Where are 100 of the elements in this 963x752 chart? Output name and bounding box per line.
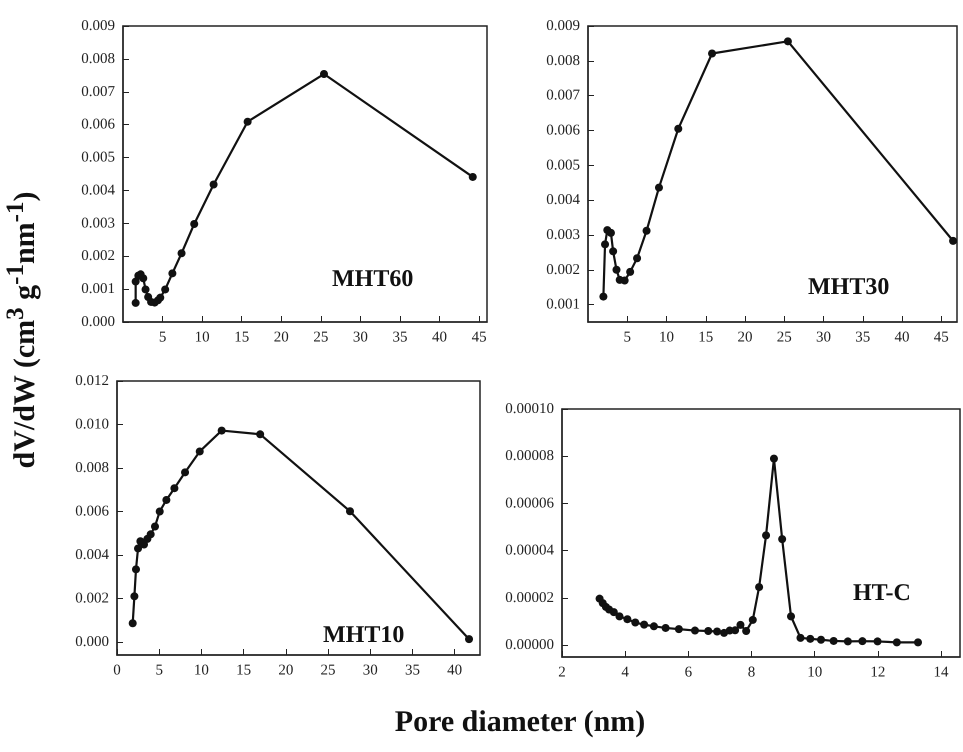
y-tick-label: 0.004 xyxy=(546,192,580,208)
point xyxy=(770,454,778,463)
point xyxy=(465,635,474,644)
text: MHT30 xyxy=(808,274,890,300)
point xyxy=(609,247,618,256)
x-tick-label: 40 xyxy=(432,330,448,346)
y-tick-label: 0.006 xyxy=(81,116,116,133)
point xyxy=(150,522,159,530)
point xyxy=(196,447,204,456)
point xyxy=(844,637,852,646)
y-tick-label: 0.008 xyxy=(81,50,115,67)
point xyxy=(662,624,670,632)
point xyxy=(132,278,140,286)
x-tick-label: 14 xyxy=(934,664,950,680)
point xyxy=(755,583,764,592)
y-tick-label: 0.004 xyxy=(75,546,110,563)
point xyxy=(346,507,354,516)
point xyxy=(139,274,148,282)
point xyxy=(601,240,610,248)
point xyxy=(168,269,176,278)
point xyxy=(784,37,792,46)
point xyxy=(612,266,620,274)
x-tick-label: 0 xyxy=(113,662,121,678)
point xyxy=(620,276,629,285)
text: HT-C xyxy=(853,580,911,606)
point xyxy=(762,531,770,540)
point xyxy=(244,118,252,126)
point xyxy=(178,249,186,258)
x-tick-label: 25 xyxy=(313,330,328,346)
point xyxy=(778,535,786,544)
point xyxy=(615,612,624,620)
point xyxy=(599,292,608,301)
x-tick-label: 40 xyxy=(447,662,462,678)
y-tick-label: 0.003 xyxy=(81,215,115,232)
x-tick-label: 15 xyxy=(234,330,250,346)
y-tick-label: 0.001 xyxy=(81,281,115,298)
point xyxy=(140,540,148,549)
y-tick-label: 0.004 xyxy=(81,182,116,198)
point xyxy=(130,592,138,600)
point xyxy=(713,627,722,636)
x-tick-label: 5 xyxy=(624,330,632,346)
point xyxy=(708,50,716,58)
point xyxy=(623,615,632,624)
y-tick-label: 0.00008 xyxy=(505,448,554,464)
y-tick-label: 0.006 xyxy=(75,503,110,520)
point xyxy=(162,496,170,504)
point xyxy=(736,620,744,629)
x-tick-label: 25 xyxy=(776,330,792,346)
point xyxy=(156,294,164,302)
point xyxy=(742,627,750,636)
point xyxy=(914,638,922,646)
y-tick-label: 0.005 xyxy=(546,157,580,174)
y-tick-label: 0.001 xyxy=(546,296,580,313)
point xyxy=(218,426,226,435)
point xyxy=(817,636,826,644)
x-tick-label: 10 xyxy=(194,662,209,678)
point xyxy=(796,634,804,642)
point xyxy=(181,468,190,476)
point xyxy=(190,220,198,228)
point xyxy=(858,637,866,646)
point xyxy=(642,226,651,235)
x-tick-label: 2 xyxy=(558,664,566,680)
point xyxy=(256,430,264,438)
point xyxy=(128,619,137,628)
point xyxy=(690,626,699,635)
x-tick-label: 20 xyxy=(278,662,294,678)
point xyxy=(161,285,170,294)
y-tick-label: 0.003 xyxy=(546,226,580,243)
x-axis-title: Pore diameter (nm) xyxy=(394,705,646,739)
x-tick-label: 15 xyxy=(236,662,252,678)
y-tick-label: 0.00002 xyxy=(505,590,554,606)
x-tick-label: 8 xyxy=(748,664,756,680)
x-tick-label: 45 xyxy=(472,330,487,346)
point xyxy=(748,616,757,624)
x-tick-label: 5 xyxy=(158,330,166,346)
text: MHT60 xyxy=(332,266,414,292)
y-tick-label: 0.00010 xyxy=(505,401,554,417)
y-tick-label: 0.007 xyxy=(546,88,580,104)
x-tick-label: 30 xyxy=(816,330,832,346)
y-tick-label: 0.010 xyxy=(75,416,109,432)
x-tick-label: 30 xyxy=(352,330,368,346)
point xyxy=(731,626,740,634)
point xyxy=(170,484,178,492)
point xyxy=(674,625,683,634)
point xyxy=(654,184,663,192)
y-tick-label: 0.000 xyxy=(75,634,109,650)
point xyxy=(704,627,712,636)
y-tick-label: 0.008 xyxy=(546,52,580,69)
point xyxy=(142,285,150,294)
x-tick-label: 45 xyxy=(934,330,949,346)
x-tick-label: 25 xyxy=(320,662,336,678)
point xyxy=(806,634,814,643)
x-tick-label: 6 xyxy=(684,664,693,680)
point xyxy=(146,530,155,538)
point xyxy=(949,236,958,245)
x-tick-label: 35 xyxy=(392,330,408,346)
x-tick-label: 10 xyxy=(807,664,822,680)
point xyxy=(606,228,615,237)
point xyxy=(320,70,328,78)
x-tick-label: 10 xyxy=(659,330,674,346)
